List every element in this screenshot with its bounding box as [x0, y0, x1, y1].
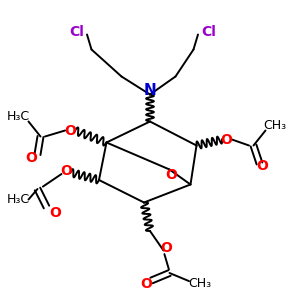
Text: CH₃: CH₃	[263, 118, 286, 132]
Text: Cl: Cl	[201, 25, 216, 38]
Text: O: O	[220, 133, 232, 146]
Text: O: O	[165, 168, 177, 182]
Text: H₃C: H₃C	[6, 193, 30, 206]
Text: O: O	[160, 241, 172, 255]
Text: O: O	[49, 206, 61, 220]
Text: N: N	[144, 83, 156, 98]
Text: CH₃: CH₃	[188, 277, 211, 290]
Text: O: O	[256, 160, 268, 173]
Text: O: O	[140, 277, 152, 290]
Text: H₃C: H₃C	[6, 110, 30, 123]
Text: Cl: Cl	[69, 25, 84, 38]
Text: O: O	[64, 124, 76, 137]
Text: O: O	[60, 164, 72, 178]
Text: O: O	[26, 151, 38, 164]
